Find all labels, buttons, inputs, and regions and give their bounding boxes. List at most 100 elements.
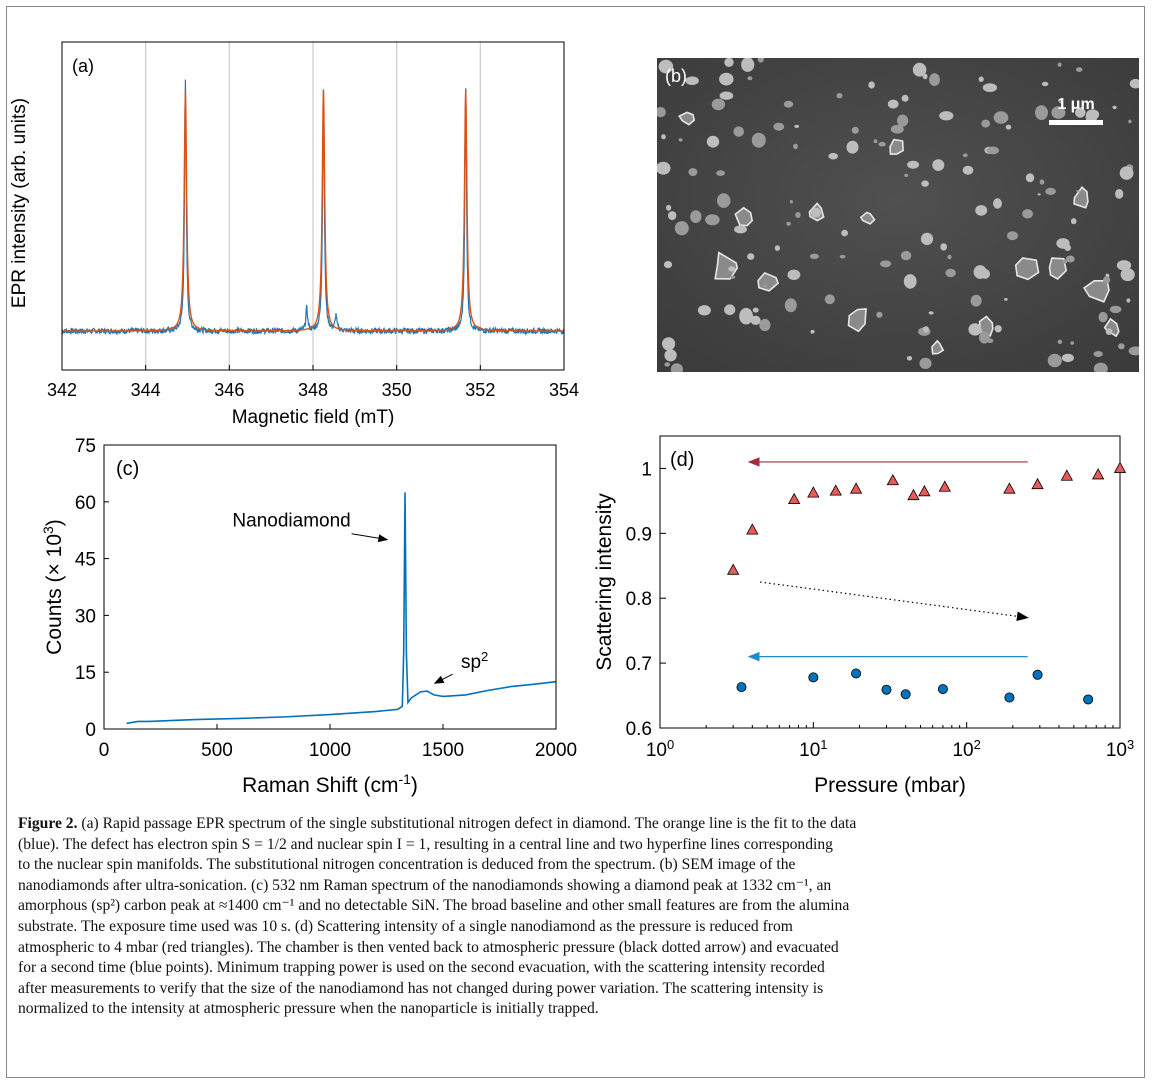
sem-particle (970, 294, 982, 307)
d-triangle-point (726, 563, 740, 575)
sem-particle (1062, 259, 1068, 264)
sem-particle (890, 124, 904, 134)
sem-particle (783, 100, 794, 108)
a-x-axis-label: Magnetic field (mT) (232, 407, 395, 428)
a-x-tick-label: 352 (465, 380, 495, 400)
sem-particle (1007, 231, 1018, 241)
sem-particle (670, 363, 683, 372)
sem-particle (759, 318, 771, 332)
sem-image: 1 μm (b) (657, 58, 1139, 372)
c-axes-box (103, 444, 557, 730)
caption-line-6: substrate. The exposure time used was 10… (18, 917, 793, 935)
a-y-axis-label: EPR intensity (arb. units) (9, 98, 30, 308)
a-x-tick-label: 350 (382, 380, 412, 400)
sem-particle (876, 311, 883, 318)
caption-line-8: for a second time (blue points). Minimum… (18, 959, 825, 977)
c-panel-label: (c) (116, 458, 139, 480)
d-triangle-point (1113, 461, 1127, 473)
caption-line-7: atmospheric to 4 mbar (red triangles). T… (18, 938, 839, 956)
sem-particle (678, 111, 696, 126)
c-x-tick-label: 0 (99, 740, 110, 761)
sem-particle (711, 98, 726, 111)
sem-particle (1070, 218, 1077, 225)
sem-particle (887, 99, 899, 109)
sem-particle (940, 243, 947, 251)
c-x-tick-label: 1500 (422, 740, 464, 761)
c-series (126, 492, 557, 725)
sem-particle (1103, 317, 1120, 338)
d-y-tick-label: 1 (641, 459, 652, 480)
d-x-tick-label: 100 (646, 737, 674, 762)
sem-particle (774, 245, 780, 251)
sem-particle (878, 141, 886, 147)
sem-particle (1057, 339, 1063, 344)
sem-particle (668, 211, 677, 221)
a-x-tick-label: 342 (47, 380, 77, 400)
panel-a-epr-chart: (a) 342 344 346 348 350 352 354 Magnetic field… (9, 41, 579, 428)
caption-line-3: to the nuclear spin manifolds. The subst… (18, 856, 796, 874)
d-triangle-point (1003, 482, 1016, 494)
d-triangle-point (918, 484, 931, 497)
d-triangle-point (938, 480, 951, 492)
sem-particle (1115, 189, 1124, 199)
sem-particle (810, 207, 822, 218)
sem-particle (752, 307, 759, 313)
sem-particle (1116, 260, 1132, 271)
sem-particle (1073, 185, 1089, 209)
sem-particle (906, 356, 913, 361)
sem-particle (873, 139, 878, 144)
d-triangle-point (1060, 469, 1074, 481)
sem-particle (657, 107, 666, 118)
sem-particle (664, 362, 670, 367)
d-circle-point (881, 684, 892, 695)
sem-particle (841, 229, 848, 237)
sem-particle (919, 357, 932, 369)
c-ticks: 0 500 1000 1500 2000 0 15 30 45 60 75 (75, 436, 577, 761)
sem-particle (724, 304, 736, 315)
c-annotation-sp2: sp2 (461, 649, 488, 674)
a-grid (145, 42, 481, 370)
sem-particle (1004, 298, 1008, 301)
sem-particle (1061, 353, 1074, 363)
panel-b-sem-image: 1 μm (b) (657, 58, 1139, 372)
sem-particle (1093, 351, 1103, 357)
c-annotation-arrow (433, 673, 453, 684)
sem-particle (1014, 257, 1040, 281)
c-annotation-nanodiamond: Nanodiamond (232, 511, 350, 532)
sem-particle (810, 329, 815, 334)
sem-particle (1039, 179, 1045, 185)
sem-particle (986, 146, 1000, 155)
d-y-tick-label: 0.7 (626, 654, 652, 675)
d-circle-point (900, 689, 911, 700)
sem-particle (795, 212, 801, 218)
sem-particle (678, 138, 683, 142)
a-x-tick-label: 346 (214, 380, 244, 400)
figure-caption: Figure 2. (a) Rapid passage EPR spectrum… (18, 814, 1133, 1020)
sem-particle (784, 298, 797, 313)
c-y-axis-label: Counts (× 103) (40, 519, 66, 655)
d-circle-point (937, 684, 948, 695)
sem-particle (1093, 362, 1108, 372)
c-x-tick-label: 2000 (535, 740, 577, 761)
sem-particle (945, 268, 956, 278)
sem-particle (920, 232, 934, 246)
a-x-tick-label: 344 (131, 380, 161, 400)
c-y-tick-label: 75 (75, 436, 96, 457)
sem-particle (789, 199, 793, 204)
sem-particle (1051, 106, 1066, 119)
sem-particle (912, 62, 927, 77)
sem-particle (730, 275, 736, 279)
sem-particle (1128, 346, 1139, 356)
sem-particle (868, 81, 875, 89)
d-circle-point (808, 672, 819, 683)
sem-particle (922, 73, 928, 80)
sem-particle (1041, 81, 1049, 87)
d-arrow-dotted (760, 581, 1029, 622)
sem-particle (939, 111, 954, 121)
b-panel-label: (b) (665, 66, 687, 86)
sem-particle (847, 308, 867, 333)
sem-particle (1118, 343, 1125, 350)
sem-particle (733, 126, 744, 137)
sem-particle (1064, 244, 1071, 251)
c-y-tick-label: 45 (75, 550, 96, 571)
